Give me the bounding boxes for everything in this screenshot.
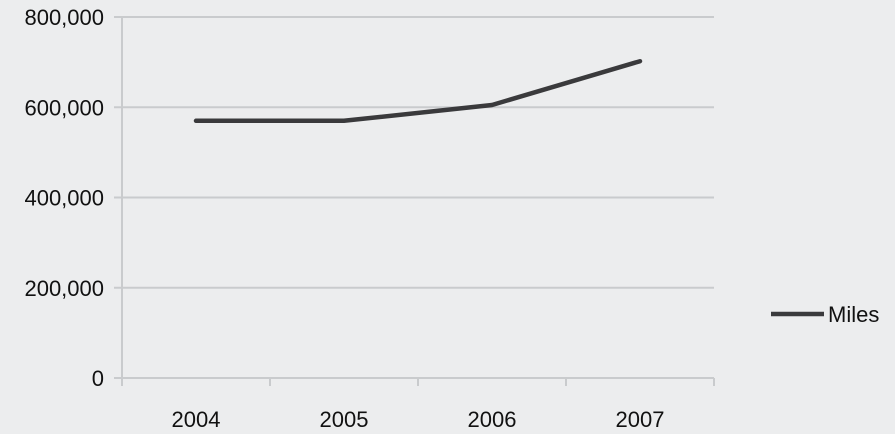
y-tick-label: 0 [92,366,104,391]
y-tick-label: 200,000 [24,276,104,301]
legend-label-miles: Miles [828,302,879,327]
series-line-miles [193,58,643,124]
x-tick-label: 2007 [616,407,665,432]
series-lines [193,58,643,124]
legend: Miles [771,302,879,327]
x-axis-tick-labels: 2004 2005 2006 2007 [172,407,665,432]
x-tick-label: 2005 [320,407,369,432]
gridlines [114,16,714,379]
x-tick-label: 2006 [468,407,517,432]
x-tick-label: 2004 [172,407,221,432]
y-tick-label: 600,000 [24,95,104,120]
x-axis [121,17,715,386]
y-tick-label: 400,000 [24,186,104,211]
y-axis-tick-labels: 0 200,000 400,000 600,000 800,000 [24,5,104,391]
y-tick-label: 800,000 [24,5,104,30]
